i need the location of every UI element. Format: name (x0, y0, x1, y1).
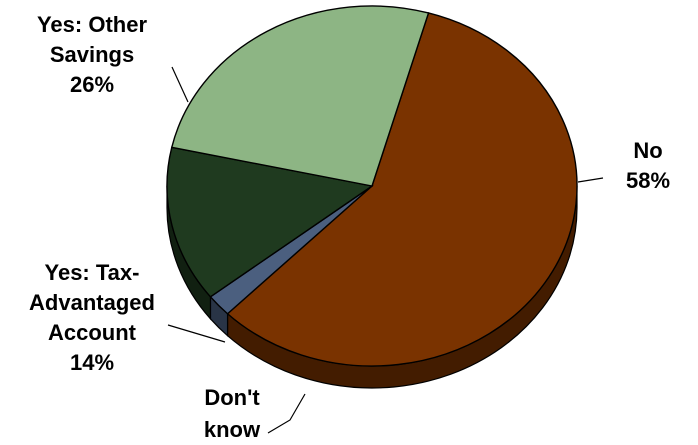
pie-slice-2 (166, 146, 374, 298)
slice-label-line: Yes: Tax- (45, 260, 140, 285)
slice-label-2: Yes: Tax- Advantaged Account 14% (29, 260, 155, 375)
slice-label-0: No 58% (626, 138, 670, 193)
slice-label-3: Yes: Other Savings 26% (37, 12, 147, 97)
slice-label-line: 26% (70, 72, 114, 97)
slice-label-line: Savings (50, 42, 134, 67)
slice-label-line: know (204, 417, 261, 442)
pie-slice-0 (226, 12, 578, 367)
slice-labels: No 58% Don't know Yes: Tax- Advantaged Account… (29, 12, 670, 442)
slice-label-1: Don't know (204, 385, 261, 442)
slice-label-line: 14% (70, 350, 114, 375)
slice-label-line: 58% (626, 168, 670, 193)
pie-slices (166, 5, 578, 367)
leader-lines (167, 66, 604, 434)
slice-label-line: Account (48, 320, 137, 345)
slice-label-line: Advantaged (29, 290, 155, 315)
leader-line-2 (167, 324, 226, 343)
leader-line-1 (267, 393, 306, 434)
slice-label-line: Don't (204, 385, 260, 410)
slice-label-line: Yes: Other (37, 12, 147, 37)
pie-slice-3 (170, 5, 430, 187)
leader-line-3 (171, 66, 189, 103)
leader-line-0 (577, 177, 604, 183)
slice-label-line: No (633, 138, 662, 163)
